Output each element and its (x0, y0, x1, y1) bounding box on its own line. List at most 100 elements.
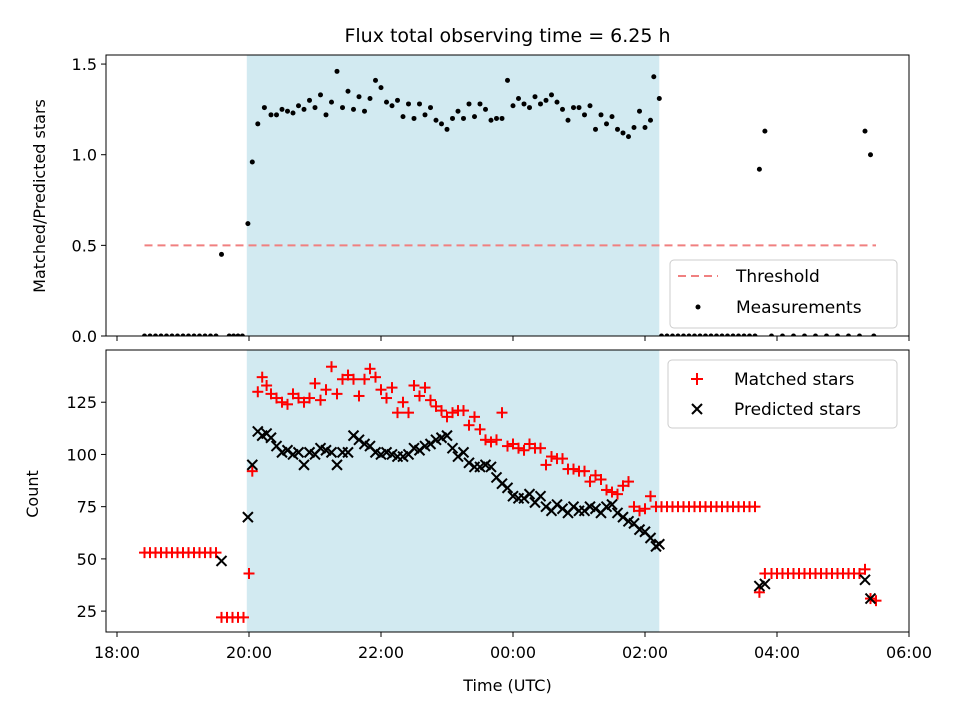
measurement-point (719, 333, 725, 336)
measurement-point (285, 108, 290, 114)
matched-star-point (485, 436, 497, 448)
predicted-star-stroke-b (523, 488, 536, 500)
predicted-star-stroke-b (639, 526, 651, 538)
measurement-point (697, 333, 703, 336)
matched-star-point (469, 411, 480, 423)
measurement-point (340, 105, 345, 111)
measurement-point (686, 333, 692, 336)
bottom-y-axis: 25 50 75 100 125 (66, 393, 106, 621)
predicted-star-point (644, 532, 657, 544)
measurement-point (395, 97, 400, 103)
measurement-point (527, 105, 532, 111)
measurement-point (494, 115, 499, 121)
measurement-point (279, 106, 285, 112)
bottom-y-tick-label: 100 (66, 445, 97, 464)
measurement-point (604, 121, 609, 127)
matched-star-point (309, 377, 321, 389)
matched-star-point (243, 568, 255, 580)
bottom-observing-window (246, 350, 660, 632)
predicted-star-point (653, 538, 666, 550)
measurement-point (857, 333, 862, 336)
measurement-point (571, 105, 576, 111)
matched-star-point (601, 484, 612, 496)
measurement-point (549, 92, 554, 98)
measurement-point (406, 101, 411, 107)
matched-star-point (282, 398, 293, 410)
measurement-point (444, 126, 450, 132)
measurement-point (620, 130, 626, 136)
top-legend-box (669, 259, 898, 329)
measurement-point (730, 333, 736, 336)
measurement-point (411, 115, 417, 121)
matched-star-point (392, 407, 403, 419)
matched-star-point (304, 392, 315, 404)
measurement-point (351, 106, 356, 112)
predicted-star-point (606, 498, 618, 511)
predicted-star-point (534, 490, 547, 502)
predicted-star-stroke-b (242, 511, 254, 523)
matched-star-point (397, 396, 409, 408)
matched-star-point (513, 442, 524, 454)
bottom-panel: 25 50 75 100 125 18:00 20:00 22:00 00:00 02:00 04… (23, 349, 932, 695)
measurement-point (752, 333, 758, 336)
predicted-star-stroke-b (507, 490, 519, 502)
predicted-star-point (485, 461, 497, 473)
measurement-point (169, 333, 175, 336)
measurement-point (142, 333, 147, 336)
measurement-point (736, 333, 741, 336)
measurement-point (433, 117, 439, 123)
measurement-point (835, 333, 840, 336)
measurement-point (703, 333, 708, 336)
predicted-star-stroke-b (292, 446, 305, 459)
measurement-point (268, 112, 274, 118)
measurement-point (239, 333, 245, 336)
matched-star-point (639, 503, 651, 515)
measurement-point (255, 121, 261, 127)
matched-star-point (557, 453, 568, 465)
measurement-point (576, 105, 582, 111)
legend-matched-swatch (691, 373, 703, 385)
measurement-point (692, 333, 697, 336)
measurement-point (400, 114, 406, 120)
matched-star-point (348, 373, 359, 385)
predicted-star-stroke-b (584, 500, 596, 513)
predicted-star-stroke-b (644, 532, 657, 544)
bottom-x-tick-label: 04:00 (754, 643, 800, 662)
measurement-point (249, 159, 255, 165)
measurement-point (378, 85, 384, 91)
predicted-star-point (457, 446, 470, 459)
predicted-star-point (523, 488, 536, 500)
matched-star-point (458, 405, 469, 417)
measurement-point (582, 112, 587, 118)
bottom-x-tick-label: 20:00 (226, 643, 272, 662)
predicted-star-stroke-b (479, 459, 492, 471)
measurement-point (422, 112, 428, 118)
matched-star-point (386, 382, 398, 394)
predicted-star-point (325, 446, 338, 459)
predicted-star-point (331, 459, 343, 471)
measurement-point (312, 105, 318, 111)
measurement-point (871, 333, 877, 336)
measurement-point (301, 106, 307, 112)
bottom-x-tick-label: 02:00 (622, 643, 668, 662)
measurement-point (708, 333, 714, 336)
matched-star-point (353, 390, 365, 402)
bottom-y-tick-label: 75 (77, 498, 97, 517)
measurement-point (598, 112, 604, 118)
top-y-axis-label: Matched/Predicted stars (30, 99, 49, 293)
predicted-star-stroke-b (215, 555, 228, 567)
measurement-point (554, 99, 560, 105)
predicted-star-stroke-b (485, 461, 497, 473)
predicted-star-stroke-b (490, 471, 503, 484)
measurement-point (642, 125, 648, 131)
matched-star-point (364, 363, 376, 375)
measurement-point (175, 333, 180, 336)
measurement-point (510, 103, 516, 109)
top-panel: 0.0 0.5 1.0 1.5 Flux total observing time =… (30, 25, 910, 346)
predicted-star-point (864, 592, 877, 605)
measurement-point (868, 152, 873, 158)
legend-measurements-swatch (695, 304, 701, 310)
bottom-x-axis: 18:00 20:00 22:00 00:00 02:00 04:00 06:00 (94, 632, 932, 662)
measurement-point (245, 221, 251, 227)
matched-star-point (859, 563, 871, 575)
